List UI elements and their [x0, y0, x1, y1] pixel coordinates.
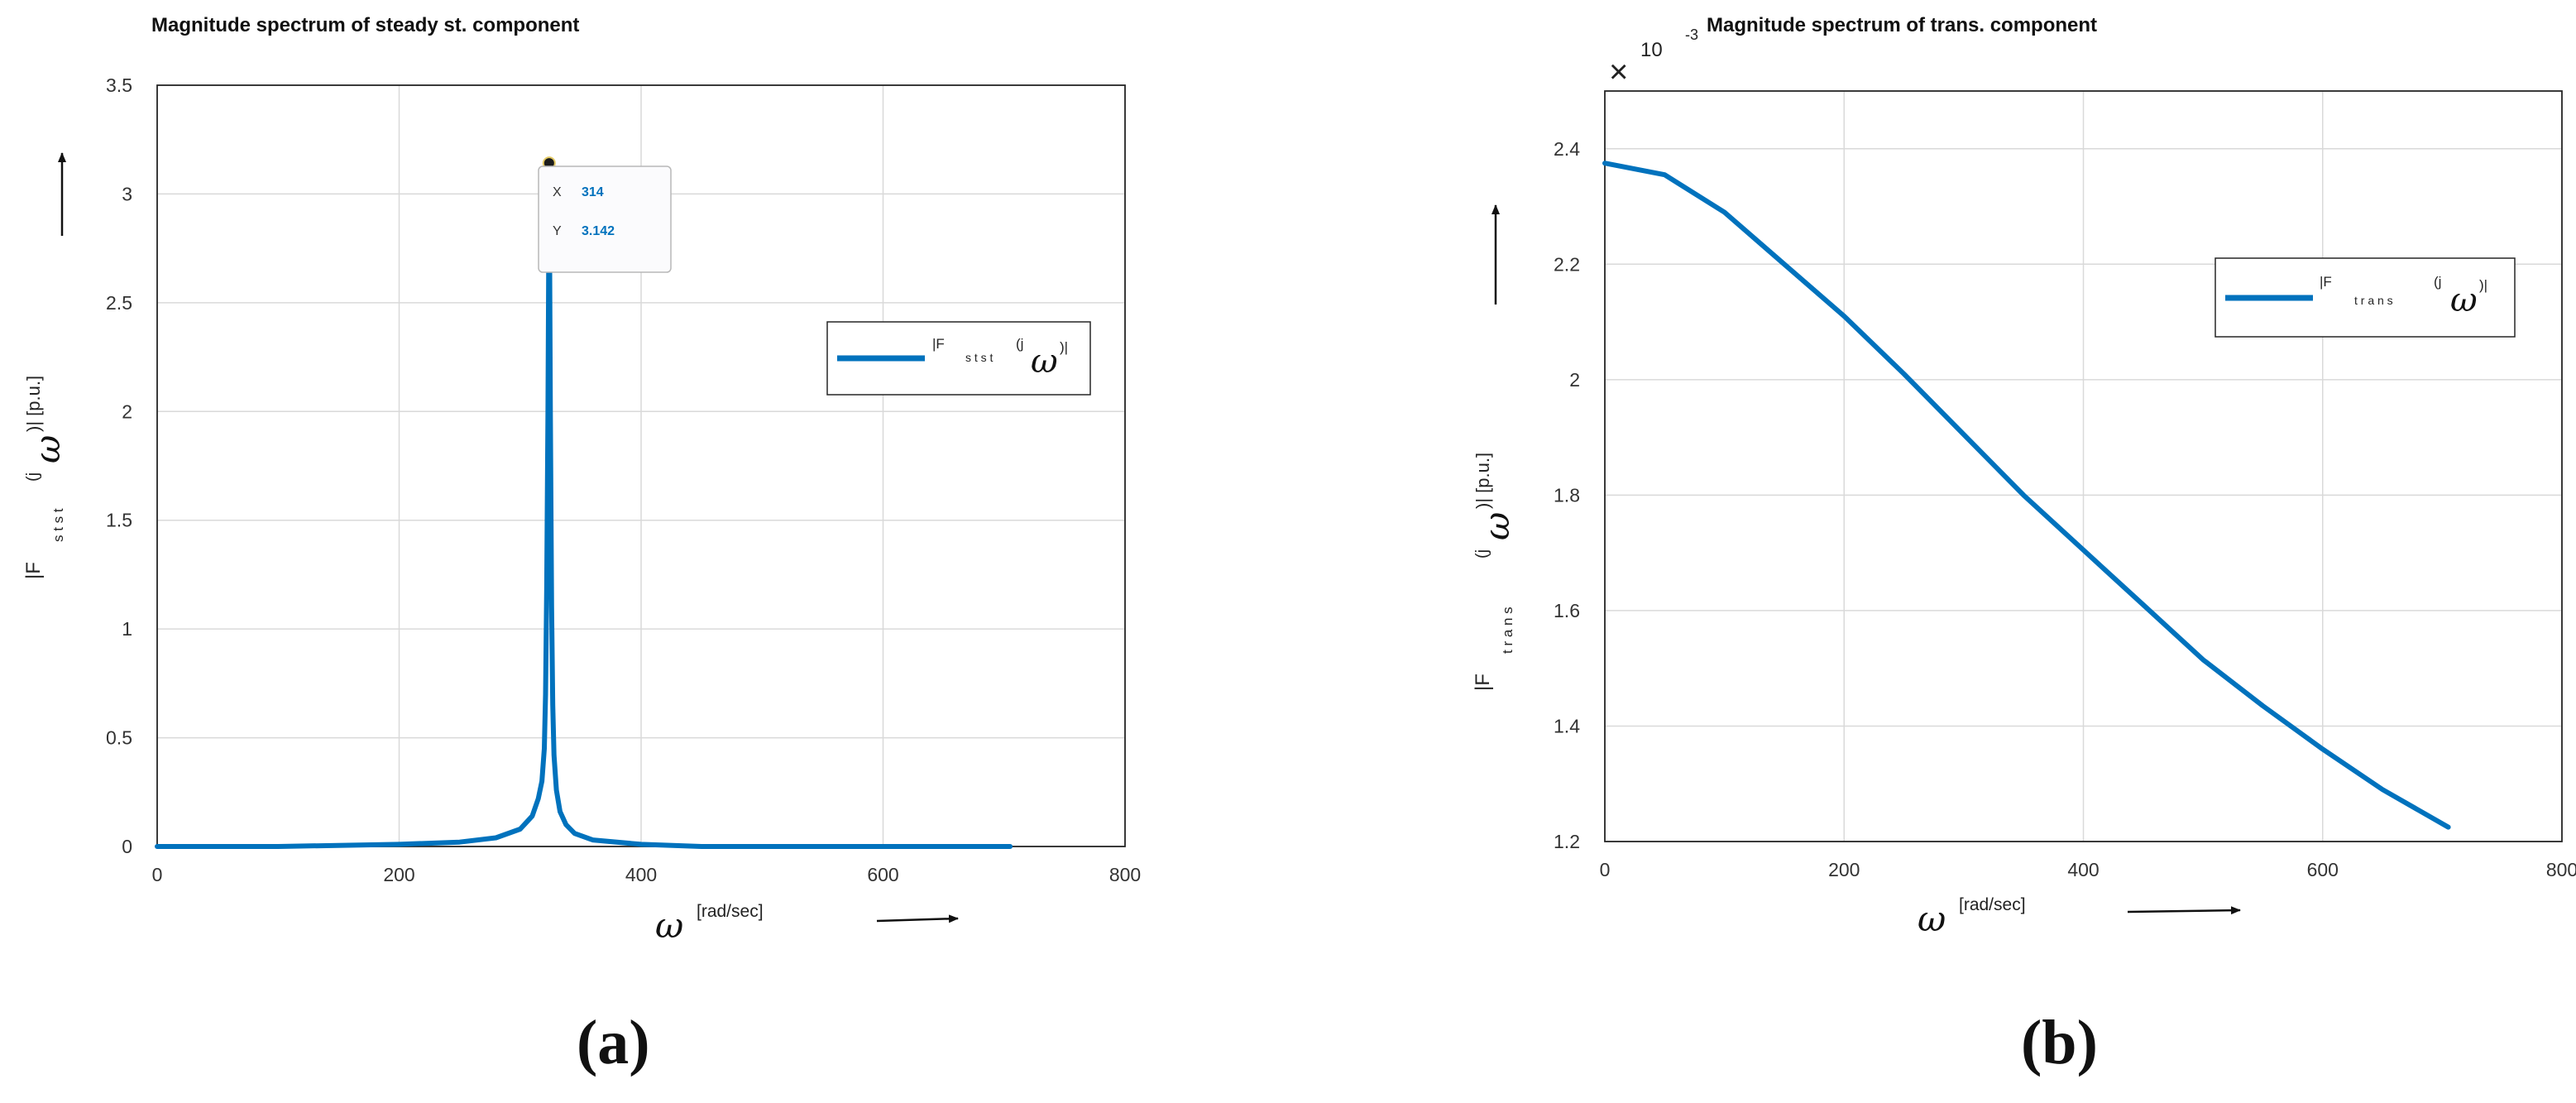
- chart-b-axes-frame: [1604, 90, 2563, 842]
- y-tick-label: 3.5: [106, 74, 132, 96]
- legend-omega: ω: [2450, 281, 2478, 319]
- ylabel-F: |F: [1472, 674, 1494, 691]
- y-tick-label: 2.2: [1554, 253, 1580, 275]
- subfigure-label-b: (b): [2021, 1008, 2098, 1077]
- chart-a-x-label: ω [rad/sec]: [655, 902, 764, 946]
- chart-a-y-label: |F s t s t (j ω )| [p.u.]: [22, 376, 68, 579]
- legend-sub: t r a n s: [2354, 294, 2393, 307]
- chart-a-series-line: [155, 161, 1013, 849]
- ylabel-tail: )| [p.u.]: [1472, 453, 1493, 509]
- chart-b-y-ticks: 1.2 1.4 1.6 1.8 2 2.2 2.4: [1554, 138, 1580, 852]
- chart-b-y-label: |F t r a n s (j ω )| [p.u.]: [1472, 453, 1517, 691]
- ylabel-omega: ω: [27, 435, 68, 463]
- xlabel-unit: [rad/sec]: [697, 902, 764, 921]
- ylabel-tail: )| [p.u.]: [23, 376, 44, 432]
- exponent-base: 10: [1640, 39, 1663, 61]
- x-tick-label: 800: [2546, 859, 2576, 880]
- chart-b-legend[interactable]: |F t r a n s (j ω )|: [2214, 257, 2516, 338]
- legend-sub: s t s t: [965, 351, 994, 364]
- x-tick-label: 0: [1600, 859, 1611, 880]
- datatip-x-value: 314: [582, 185, 604, 199]
- ylabel-sub: s t s t: [50, 508, 66, 542]
- subfigure-label-a: (a): [577, 1008, 650, 1077]
- chart-b-series-line: [1602, 161, 2451, 830]
- y-tick-label: 1: [122, 618, 132, 640]
- x-tick-label: 200: [383, 864, 414, 885]
- x-tick-label: 600: [867, 864, 898, 885]
- legend-j: (j: [1016, 336, 1023, 352]
- chart-a-datatip[interactable]: X 314 Y 3.142: [538, 156, 672, 273]
- legend-omega: ω: [1031, 343, 1058, 381]
- legend-F: |F: [2320, 274, 2332, 290]
- x-tick-label: 200: [1828, 859, 1860, 880]
- exponent-times: ×: [1609, 54, 1628, 90]
- y-tick-label: 1.5: [106, 510, 132, 531]
- x-arrow: [876, 914, 959, 923]
- y-tick-label: 0: [122, 836, 132, 857]
- legend-tail: )|: [1060, 339, 1068, 355]
- legend-F: |F: [932, 336, 945, 352]
- y-tick-label: 1.2: [1554, 831, 1580, 852]
- x-tick-label: 600: [2307, 859, 2339, 880]
- xlabel-omega: ω: [655, 905, 683, 946]
- x-tick-label: 400: [625, 864, 657, 885]
- xlabel-omega: ω: [1918, 899, 1946, 939]
- y-tick-label: 2: [1569, 369, 1580, 391]
- y-tick-label: 3: [122, 183, 132, 204]
- chart-b-x-label: ω [rad/sec]: [1918, 895, 2026, 939]
- ylabel-F: |F: [22, 562, 45, 579]
- y-tick-label: 1.6: [1554, 600, 1580, 621]
- y-tick-label: 2: [122, 400, 132, 422]
- chart-a-title: Magnitude spectrum of steady st. compone…: [151, 14, 579, 36]
- y-tick-label: 1.8: [1554, 484, 1580, 506]
- y-tick-label: 1.4: [1554, 715, 1580, 736]
- datatip-y-value: 3.142: [582, 224, 615, 238]
- x-tick-label: 0: [152, 864, 163, 885]
- legend-tail: )|: [2479, 277, 2487, 293]
- y-tick-label: 2.4: [1554, 138, 1580, 160]
- chart-a-y-ticks: 0 0.5 1 1.5 2 2.5 3 3.5: [106, 74, 132, 857]
- x-tick-label: 400: [2067, 859, 2099, 880]
- x-arrow: [2127, 906, 2241, 915]
- chart-b-grid: [1604, 91, 2563, 842]
- legend-j: (j: [2434, 274, 2441, 290]
- chart-b-title: Magnitude spectrum of trans. component: [1707, 14, 2097, 36]
- y-tick-label: 0.5: [106, 727, 132, 749]
- chart-a: Magnitude spectrum of steady st. compone…: [22, 14, 1141, 1077]
- ylabel-omega: ω: [1477, 512, 1517, 540]
- chart-b: Magnitude spectrum of trans. component ×…: [1472, 14, 2576, 1077]
- datatip-x-label: X: [553, 185, 562, 199]
- chart-a-legend[interactable]: |F s t s t (j ω )|: [826, 321, 1091, 396]
- x-tick-label: 800: [1109, 864, 1141, 885]
- datatip-y-label: Y: [553, 224, 562, 238]
- exponent-power: -3: [1685, 26, 1698, 43]
- chart-a-x-ticks: 0 200 400 600 800: [152, 864, 1142, 885]
- xlabel-unit: [rad/sec]: [1959, 895, 2026, 914]
- y-tick-label: 2.5: [106, 292, 132, 314]
- chart-b-exponent: × 10 -3: [1609, 26, 1698, 90]
- datatip-box: [538, 165, 672, 273]
- ylabel-j: (j: [24, 472, 42, 482]
- ylabel-j: (j: [1473, 549, 1491, 559]
- ylabel-sub: t r a n s: [1500, 607, 1515, 654]
- chart-b-x-ticks: 0 200 400 600 800: [1600, 859, 2576, 880]
